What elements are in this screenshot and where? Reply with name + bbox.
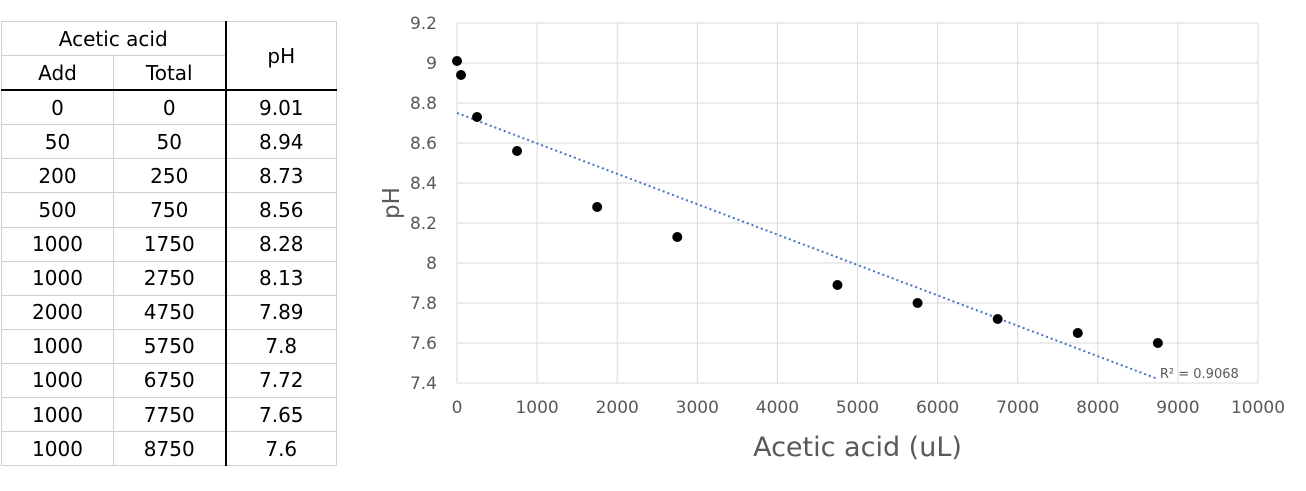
y-tick-label: 7.6 — [410, 334, 437, 354]
cell-ph: 7.89 — [224, 294, 337, 330]
cell-add: 200 — [1, 158, 114, 194]
x-tick-label: 6000 — [916, 398, 959, 418]
table-row: 50 50 8.94 — [1, 124, 337, 160]
y-tick-label: 7.4 — [410, 374, 437, 394]
data-points — [452, 56, 1163, 348]
cell-add: 1000 — [1, 226, 114, 262]
cell-ph: 8.28 — [224, 226, 337, 262]
cell-total: 7750 — [113, 397, 226, 433]
cell-total: 1750 — [113, 226, 226, 262]
cell-total: 6750 — [113, 362, 226, 399]
table-row: 2000 4750 7.89 — [1, 294, 337, 330]
cell-ph: 9.01 — [224, 89, 337, 126]
x-tick-label: 9000 — [1156, 398, 1199, 418]
chart-tick-labels: 7.4 7.6 7.8 8 8.2 8.4 8.6 8.8 9 9.2 0 1000 2000 3000 4… — [410, 14, 1285, 418]
cell-add: 2000 — [1, 294, 114, 330]
cell-add: 1000 — [1, 431, 114, 467]
cell-add: 1000 — [1, 328, 114, 364]
cell-add: 500 — [1, 192, 114, 228]
cell-total: 4750 — [113, 294, 226, 330]
data-point — [832, 280, 843, 290]
cell-add: 1000 — [1, 397, 114, 433]
x-tick-label: 10000 — [1231, 398, 1285, 418]
chart-gridlines — [456, 22, 1259, 384]
data-point — [592, 202, 603, 212]
table-header-row: Acetic acid pH — [1, 20, 337, 92]
cell-ph: 8.73 — [224, 158, 337, 194]
y-tick-label: 7.8 — [410, 294, 437, 314]
cell-total: 8750 — [113, 431, 226, 467]
trendline — [456, 112, 1159, 380]
data-point — [452, 56, 462, 66]
table-row: 1000 5750 7.8 — [1, 328, 337, 364]
cell-ph: 8.94 — [224, 124, 337, 160]
x-tick-label: 4000 — [756, 398, 799, 418]
data-table: Acetic acid pH Add Total 0 0 9.01 50 50 8.94 2… — [1, 20, 337, 467]
data-point — [1072, 328, 1083, 338]
y-tick-label: 8.4 — [410, 174, 437, 194]
cell-ph: 7.6 — [224, 431, 337, 467]
x-tick-label: 2000 — [596, 398, 639, 418]
data-point — [1152, 338, 1163, 348]
scatter-chart: 7.4 7.6 7.8 8 8.2 8.4 8.6 8.8 9 9.2 0 1000 2000 3000 4… — [379, 14, 1285, 463]
y-tick-label: 9 — [426, 54, 437, 74]
cell-ph: 7.65 — [224, 397, 337, 433]
table-row: 200 250 8.73 — [1, 158, 337, 194]
cell-add: 0 — [1, 89, 114, 126]
data-point — [912, 298, 923, 308]
column-header-ph: pH — [224, 21, 337, 92]
cell-add: 1000 — [1, 260, 114, 296]
y-tick-label: 8.6 — [410, 134, 437, 154]
table-row: 1000 6750 7.72 — [1, 362, 337, 399]
cell-total: 750 — [113, 192, 226, 228]
table-subheader-row: Add Total — [1, 55, 337, 92]
cell-total: 5750 — [113, 328, 226, 364]
x-tick-label: 0 — [452, 398, 463, 418]
y-axis-title: pH — [379, 187, 405, 219]
y-tick-label: 8.8 — [410, 94, 437, 114]
data-point — [512, 146, 523, 156]
y-tick-label: 8 — [426, 254, 437, 274]
x-tick-label: 1000 — [515, 398, 558, 418]
cell-total: 2750 — [113, 260, 226, 296]
cell-add: 50 — [1, 124, 114, 160]
x-tick-label: 5000 — [836, 398, 879, 418]
x-tick-label: 7000 — [996, 398, 1039, 418]
x-tick-label: 8000 — [1076, 398, 1119, 418]
x-tick-label: 3000 — [676, 398, 719, 418]
cell-total: 0 — [113, 89, 226, 126]
cell-ph: 8.56 — [224, 192, 337, 228]
cell-ph: 8.13 — [224, 260, 337, 296]
x-axis-title: Acetic acid (uL) — [753, 432, 962, 463]
table-row: 1000 2750 8.13 — [1, 260, 337, 296]
cell-total: 250 — [113, 158, 226, 194]
data-point — [472, 112, 483, 122]
cell-ph: 7.8 — [224, 328, 337, 364]
table-row: 1000 8750 7.6 — [1, 431, 337, 467]
table-row: 0 0 9.01 — [1, 89, 337, 126]
y-tick-label: 9.2 — [410, 14, 437, 34]
column-header-add: Add — [1, 55, 114, 92]
r-squared-label: R² = 0.9068 — [1160, 367, 1239, 382]
table-row: 500 750 8.56 — [1, 192, 337, 228]
cell-ph: 7.72 — [224, 362, 337, 399]
data-point — [992, 314, 1003, 324]
y-tick-label: 8.2 — [410, 214, 437, 234]
table-row: 1000 7750 7.65 — [1, 397, 337, 433]
column-header-total: Total — [113, 55, 226, 92]
data-point — [672, 232, 683, 242]
data-point — [456, 70, 467, 80]
table-row: 1000 1750 8.28 — [1, 226, 337, 262]
cell-add: 1000 — [1, 362, 114, 399]
group-header-acetic-acid: Acetic acid — [1, 20, 226, 57]
cell-total: 50 — [113, 124, 226, 160]
